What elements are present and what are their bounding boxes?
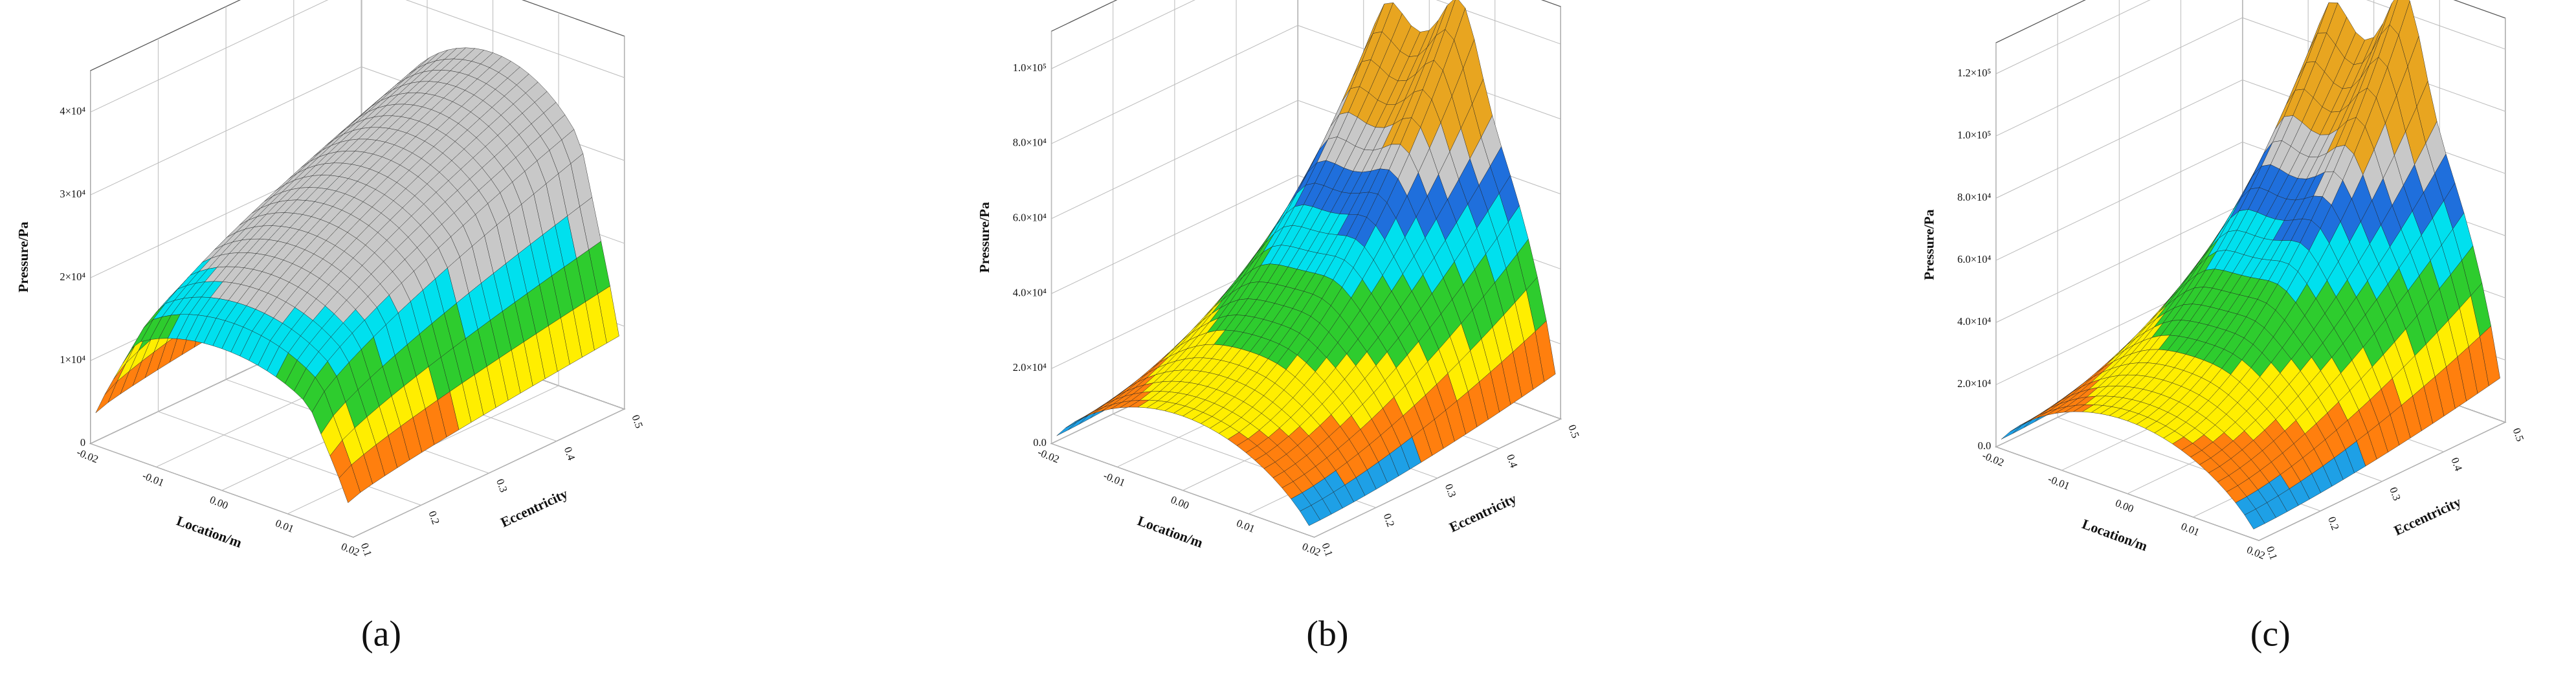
panel-label: (a) — [361, 614, 401, 654]
panel-label: (c) — [2250, 614, 2291, 654]
z-tick-label: 6.0×10⁴ — [1013, 212, 1047, 224]
z-tick-label: 1.0×10⁵ — [1957, 129, 1991, 141]
z-tick-label: 6.0×10⁴ — [1957, 253, 1991, 265]
grid-line — [1051, 31, 1315, 538]
grid-line — [157, 38, 421, 506]
z-tick-label: 1.0×10⁵ — [1013, 61, 1047, 74]
z-tick-label: 0.0 — [1033, 436, 1047, 449]
grid-line — [90, 0, 625, 113]
grid-line — [1051, 0, 1561, 69]
surface-patch — [339, 464, 361, 504]
surface-patch — [2244, 509, 2265, 529]
z-tick-label: 1×10⁴ — [60, 353, 85, 366]
z-tick-label: 8.0×10⁴ — [1957, 191, 1991, 203]
surface — [2001, 0, 2500, 529]
z-tick-label: 8.0×10⁴ — [1013, 137, 1047, 149]
z-tick-label: 2.0×10⁴ — [1957, 377, 1991, 390]
surface — [95, 47, 619, 504]
grid-line — [1995, 0, 2505, 74]
surface-patch — [1300, 505, 1321, 526]
z-tick-label: 4.0×10⁴ — [1957, 315, 1991, 328]
z-tick-label: 0.0 — [1978, 440, 1992, 452]
z-axis-title: Pressure/Pa — [16, 221, 31, 293]
z-axis-title: Pressure/Pa — [1921, 209, 1937, 280]
z-tick-label: 2×10⁴ — [60, 271, 85, 283]
grid-line — [1995, 42, 2260, 541]
z-tick-label: 2.0×10⁴ — [1013, 361, 1047, 373]
surface — [1056, 0, 1556, 526]
z-tick-label: 4×10⁴ — [60, 105, 85, 117]
grid-line — [90, 71, 353, 538]
z-tick-label: 3×10⁴ — [60, 188, 85, 200]
z-tick-label: 1.2×10⁵ — [1957, 67, 1991, 79]
panel-label: (b) — [1306, 614, 1348, 654]
z-tick-label: 0 — [80, 436, 85, 449]
z-tick-label: 4.0×10⁴ — [1013, 286, 1047, 298]
z-axis-title: Pressure/Pa — [977, 202, 992, 273]
